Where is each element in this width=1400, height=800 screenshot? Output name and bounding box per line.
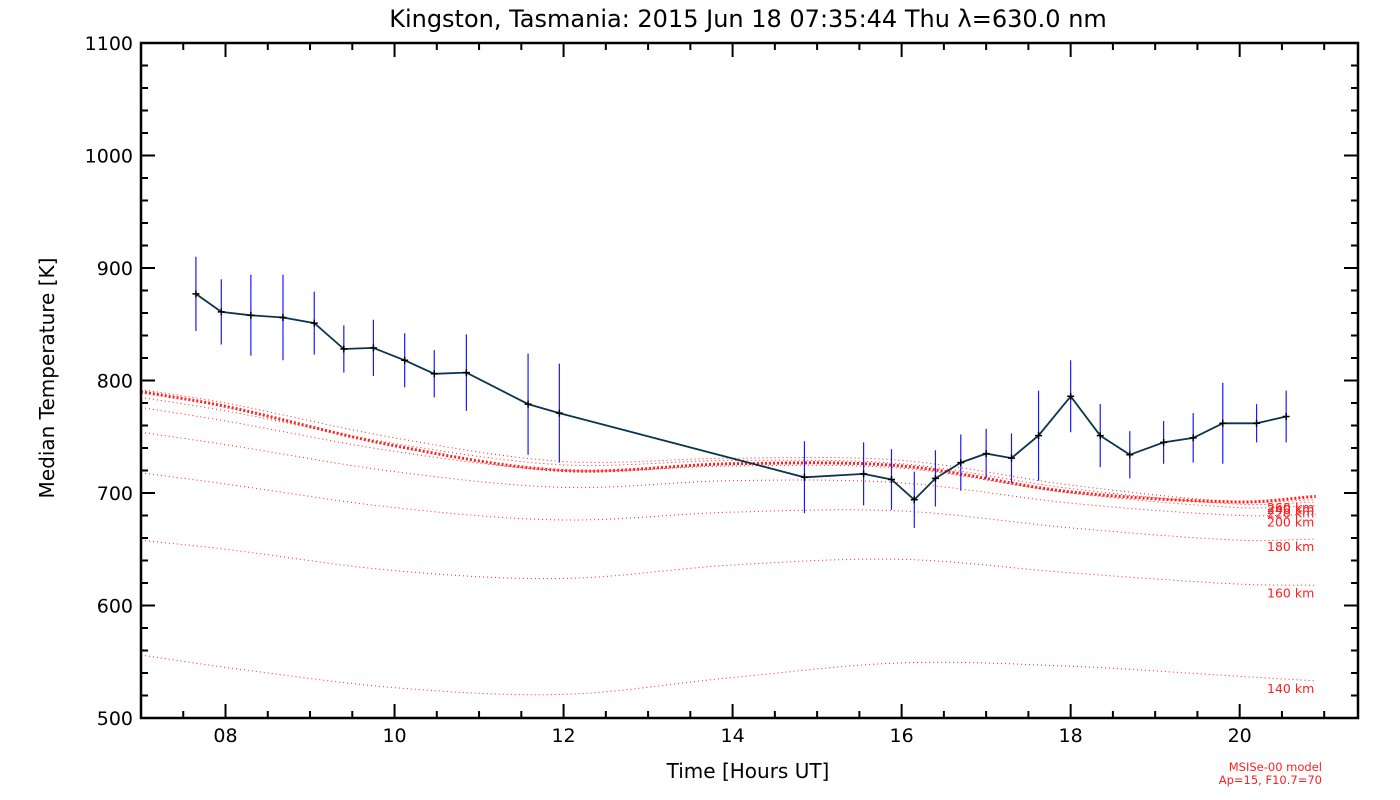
data-point (800, 473, 808, 481)
altitude-label-220-km: 220 km (1267, 505, 1314, 520)
y-tick-label: 700 (97, 483, 133, 505)
altitude-label-180-km: 180 km (1267, 539, 1314, 554)
model-curve-160-km (140, 539, 1316, 586)
data-point (192, 290, 200, 298)
data-point (931, 474, 939, 482)
data-point (430, 370, 438, 378)
y-axis-label: Median Temperature [K] (35, 258, 59, 499)
chart-title: Kingston, Tasmania: 2015 Jun 18 07:35:44… (389, 5, 1107, 33)
data-point (555, 409, 563, 417)
model-curve-260-km (140, 389, 1316, 503)
data-point (957, 459, 965, 467)
x-tick-label: 18 (1059, 725, 1083, 747)
data-point (462, 369, 470, 377)
data-point (982, 450, 990, 458)
model-curve-140-km (140, 654, 1316, 696)
data-point (910, 496, 918, 504)
data-point (524, 400, 532, 408)
model-note-line-1: MSISe-00 model (1229, 760, 1322, 774)
altitude-label-160-km: 160 km (1267, 585, 1314, 600)
x-tick-label: 14 (721, 725, 745, 747)
axes-frame-layer: 500 600 700 800 900 1000 1100 08 10 12 14 16 18 20 (85, 33, 1360, 747)
model-note-line-2: Ap=15, F10.7=70 (1219, 773, 1322, 787)
model-curves-layer (140, 389, 1316, 696)
model-curve-180-km (140, 472, 1316, 542)
data-point (887, 476, 895, 483)
data-point (1126, 451, 1134, 459)
data-point (217, 308, 225, 316)
model-curve-200-km (140, 431, 1316, 517)
data-point (1007, 454, 1015, 462)
data-point (860, 470, 868, 478)
altitude-label-240-km: 240 km (1267, 502, 1314, 517)
plot-frame (139, 41, 1360, 720)
data-point (279, 314, 287, 321)
x-tick-label: 20 (1228, 725, 1252, 747)
y-axis-label-group: Median Temperature [K] (35, 258, 59, 499)
altitude-label-260-km: 260 km (1267, 500, 1314, 515)
x-tick-label: 16 (890, 725, 914, 747)
data-point (401, 356, 409, 364)
x-axis-label: Time [Hours UT] (666, 759, 830, 783)
y-tick-label: 600 (97, 596, 133, 618)
data-point (1067, 392, 1075, 400)
x-tick-label: 08 (213, 725, 237, 747)
data-point (247, 311, 255, 319)
data-point (1189, 434, 1197, 442)
data-point (340, 345, 348, 353)
data-point (1096, 432, 1104, 440)
data-point (1253, 419, 1261, 427)
y-tick-label: 800 (97, 371, 133, 393)
data-point (1219, 419, 1227, 427)
data-point (1282, 413, 1290, 420)
altitude-label-140-km: 140 km (1267, 681, 1314, 696)
model-curve-220-km (140, 407, 1316, 509)
y-tick-label: 1100 (85, 33, 133, 55)
data-point (369, 344, 377, 352)
y-tick-label: 1000 (85, 146, 133, 168)
data-point (310, 319, 318, 327)
data-point (1160, 438, 1168, 446)
measured-layer (192, 256, 1290, 528)
data-point (1035, 432, 1043, 440)
y-tick-label: 500 (97, 708, 133, 730)
altitude-label-200-km: 200 km (1267, 514, 1314, 529)
x-tick-label: 12 (551, 725, 575, 747)
y-tick-label: 900 (97, 258, 133, 280)
measured-line (195, 293, 1287, 502)
x-tick-label: 10 (382, 725, 406, 747)
model-curve-bold (140, 390, 1316, 504)
